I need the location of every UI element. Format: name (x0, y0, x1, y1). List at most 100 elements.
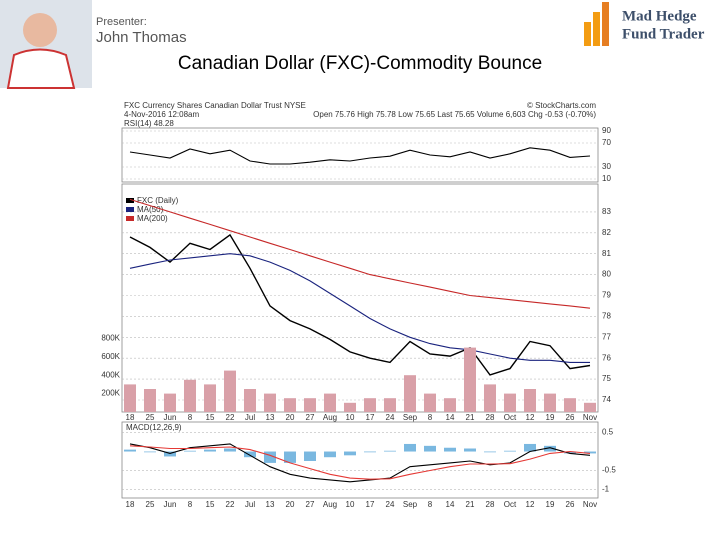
chart-subtitle: 4-Nov-2016 12:08am (124, 110, 199, 119)
x-tick-label: 27 (306, 413, 315, 422)
series-line (129, 445, 591, 480)
bar (124, 449, 136, 452)
x-tick-label: 25 (146, 500, 155, 509)
bar (204, 384, 216, 412)
bar (364, 451, 376, 453)
x-tick-label: 24 (386, 413, 395, 422)
bar (524, 443, 536, 452)
x-tick-label: 22 (226, 413, 235, 422)
series-line (129, 147, 591, 165)
bar (424, 393, 436, 412)
y-tick-label: 79 (602, 291, 611, 300)
y-tick-label: 90 (602, 126, 611, 135)
x-tick-label: 20 (286, 413, 295, 422)
x-tick-label: 22 (226, 500, 235, 509)
y-tick-label: 83 (602, 207, 611, 216)
x-tick-label: 8 (428, 500, 433, 509)
bar (564, 451, 576, 454)
bar (544, 393, 556, 412)
bar (344, 451, 356, 456)
x-tick-label: Aug (323, 413, 337, 422)
x-tick-label: Sep (403, 500, 418, 509)
bar (184, 450, 196, 452)
bar (144, 451, 156, 453)
x-tick-label: 21 (466, 413, 475, 422)
photo-face (23, 13, 57, 47)
slide-title: Canadian Dollar (FXC)-Commodity Bounce (178, 53, 542, 74)
logo-text: Mad Hedge (622, 8, 697, 24)
y-tick-label: -0.5 (602, 466, 616, 475)
bar (164, 451, 176, 457)
bar (124, 384, 136, 412)
legend-swatch (126, 198, 134, 203)
x-tick-label: 28 (486, 413, 495, 422)
y-tick-label: 30 (602, 162, 611, 171)
y-tick-label: 74 (602, 395, 611, 404)
panel-title: RSI(14) 48.28 (124, 119, 174, 128)
bar (544, 445, 556, 452)
bar (424, 445, 436, 452)
y-tick-label: 77 (602, 332, 611, 341)
bar (304, 398, 316, 412)
x-tick-label: 17 (366, 500, 375, 509)
bar (444, 398, 456, 412)
x-tick-label: 20 (286, 500, 295, 509)
y-tick-label: 80 (602, 270, 611, 279)
x-tick-label: 24 (386, 500, 395, 509)
y-tick-label: 78 (602, 312, 611, 321)
logo-icon (584, 2, 609, 46)
bar (204, 449, 216, 452)
x-tick-label: 28 (486, 500, 495, 509)
bar (244, 451, 256, 458)
bar (504, 393, 516, 412)
x-tick-label: Aug (323, 500, 337, 509)
x-tick-label: 15 (206, 413, 215, 422)
x-tick-label: 25 (146, 413, 155, 422)
x-tick-label: 19 (546, 413, 555, 422)
y-tick-label: 75 (602, 374, 611, 383)
y-tick-label: -1 (602, 485, 610, 494)
bar (164, 393, 176, 412)
x-tick-label: 13 (266, 413, 275, 422)
bar (464, 448, 476, 452)
bar (184, 379, 196, 412)
bar (584, 402, 596, 412)
x-tick-label: Nov (583, 500, 597, 509)
x-tick-label: 26 (566, 500, 575, 509)
series-line (129, 198, 591, 309)
y-tick-label: 81 (602, 249, 611, 258)
bar (264, 393, 276, 412)
legend-label: MA(50) (137, 205, 164, 214)
x-tick-label: 17 (366, 413, 375, 422)
x-tick-label: 10 (346, 413, 355, 422)
bar (324, 451, 336, 458)
bar (384, 398, 396, 412)
x-tick-label: Nov (583, 413, 597, 422)
bar (264, 451, 276, 463)
x-tick-label: 26 (566, 413, 575, 422)
x-tick-label: 13 (266, 500, 275, 509)
y-tick-label: 76 (602, 353, 611, 362)
bar (524, 389, 536, 412)
x-tick-label: 12 (526, 413, 535, 422)
bar (404, 375, 416, 412)
y-tick-label: 0.5 (602, 428, 614, 437)
bar (284, 398, 296, 412)
x-tick-label: 8 (188, 413, 193, 422)
x-tick-label: 18 (126, 500, 135, 509)
x-tick-label: 10 (346, 500, 355, 509)
legend-label: MA(200) (137, 214, 168, 223)
bar (244, 389, 256, 412)
x-tick-label: 19 (546, 500, 555, 509)
x-tick-label: 12 (526, 500, 535, 509)
price-panel (121, 183, 599, 413)
series-line (129, 443, 591, 483)
logo-text: Fund Trader (622, 26, 705, 42)
x-tick-label: Sep (403, 413, 418, 422)
macd-panel (121, 421, 599, 499)
x-tick-label: 15 (206, 500, 215, 509)
bar (384, 450, 396, 452)
legend-label: FXC (Daily) (137, 196, 179, 205)
bar (564, 398, 576, 412)
